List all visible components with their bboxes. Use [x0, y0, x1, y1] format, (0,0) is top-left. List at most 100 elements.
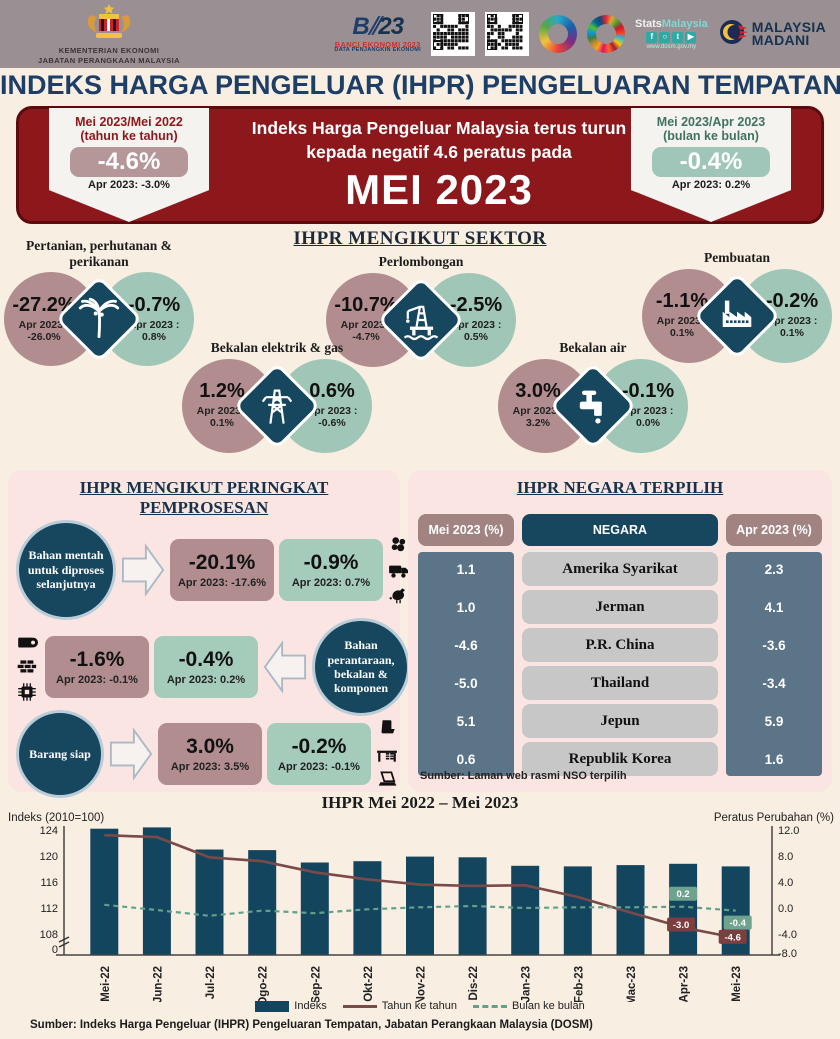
youtube-icon: ▶: [685, 31, 697, 43]
twitter-icon: t: [672, 31, 684, 43]
chip-icon: [18, 683, 36, 701]
stage-yoy-box: 3.0% Apr 2023: 3.5%: [158, 723, 262, 785]
annotation-value: 0.2: [676, 889, 689, 900]
arrow-right-icon: [109, 727, 153, 781]
mei-values-column: 1.1 1.0 -4.6 -5.0 5.1 0.6: [418, 552, 514, 776]
country-name: Thailand: [522, 666, 718, 700]
annotation-value: -0.4: [730, 918, 747, 929]
bar-Apr-23: [669, 863, 698, 955]
stats-malaysia-block: StatsMalaysia f ○ t ▶ www.dosm.gov.my: [634, 17, 708, 50]
dosm-logo-block: KEMENTERIAN EKONOMI JABATAN PERANGKAAN M…: [14, 3, 204, 65]
electricity-pylon-icon: [233, 361, 321, 450]
chart-source: Sumber: Indeks Harga Pengeluar (IHPR) Pe…: [30, 1019, 593, 1031]
x-label: Mei-23: [731, 966, 743, 1002]
banci-ekonomi-logo: B⫽23 BANCI EKONOMI 2023 DATA PENJANGKIN …: [334, 12, 421, 53]
fabric-roll-icon: [18, 637, 38, 648]
yoy-prev: Apr 2023: -3.0%: [88, 179, 170, 191]
x-label: Jan-23: [521, 966, 533, 1002]
country-name: P.R. China: [522, 628, 718, 662]
apr-value: -3.4: [762, 675, 786, 691]
processing-panel: IHPR MENGIKUT PERINGKAT PEMPROSESAN Bahan…: [8, 470, 410, 798]
right-tick: -8.0: [778, 948, 797, 960]
arrow-left-icon: [263, 640, 307, 694]
mei-value: -5.0: [454, 675, 478, 691]
sector-electricity-pylon: Bekalan elektrik & gas 1.2% Apr 2023 :0.1%…: [182, 340, 372, 455]
sector-palm-tree: Pertanian, perhutanan & perikanan -27.2% A…: [4, 238, 194, 368]
processing-heading: IHPR MENGIKUT PERINGKAT PEMPROSESAN: [79, 478, 329, 518]
legend-yoy: Tahun ke tahun: [381, 1000, 457, 1012]
countries-heading: IHPR NEGARA TERPILIH: [516, 478, 724, 497]
x-label: Feb-23: [573, 966, 585, 1002]
mom-line: [104, 903, 736, 917]
left-tick: 0: [52, 944, 58, 956]
mei-value: 1.0: [456, 599, 476, 615]
qr-code-icon-1: [430, 12, 475, 56]
legend-mom-swatch: [472, 1004, 507, 1008]
palm-tree-icon: [55, 275, 143, 363]
stage-circle: Barang siap: [16, 710, 104, 798]
sector-title: Pertanian, perhutanan & perikanan: [26, 238, 172, 269]
country-names-column: Amerika Syarikat Jerman P.R. China Thailand…: [522, 552, 718, 776]
anniversary-swirl-icon: [538, 15, 577, 53]
sector-title: Pembuatan: [703, 250, 770, 265]
bar-Nov-22: [406, 856, 434, 955]
desk-icon: [377, 750, 397, 762]
sector-section-heading: IHPR MENGIKUT SEKTOR: [293, 228, 547, 249]
annotation-value: -4.6: [725, 932, 741, 943]
bar-Feb-23: [563, 866, 592, 955]
dosm-url: www.dosm.gov.my: [646, 43, 697, 50]
chart-legend: Indeks Tahun ke tahun Bulan ke bulan: [0, 1000, 840, 1012]
truck-icon: [389, 565, 409, 578]
qr-code-icon-2: [484, 12, 529, 56]
sector-factory: Pembuatan -1.1% Apr 2023 :0.1% -0.2% Apr 202…: [642, 250, 832, 365]
stage-mom-box: -0.4% Apr 2023: 0.2%: [154, 636, 258, 698]
stage-mom-box: -0.9% Apr 2023: 0.7%: [279, 539, 383, 601]
countries-table: Mei 2023 (%) NEGARA Apr 2023 (%) 1.1 1.0 -…: [418, 514, 822, 776]
apr-value: 5.9: [764, 713, 784, 729]
sector-water-tap: Bekalan air 3.0% Apr 2023 :3.2% -0.1% Apr 20…: [498, 340, 688, 455]
mei-value: 1.1: [456, 561, 476, 577]
right-tick: 4.0: [778, 877, 793, 889]
col-header-mei: Mei 2023 (%): [418, 514, 514, 546]
x-label: Sep-22: [310, 966, 322, 1002]
countries-source: Sumber: Laman web rasmi NSO terpilih: [420, 770, 627, 782]
bar-Jan-23: [511, 865, 540, 956]
bricks-icon: [17, 660, 37, 673]
malaysia-madani-logo: MALAYSIA MADANI: [718, 17, 826, 52]
page-title: INDEKS HARGA PENGELUAR (IHPR) PENGELUARA…: [0, 70, 840, 100]
sector-title: Bekalan elektrik & gas: [210, 340, 344, 355]
country-name: Jerman: [522, 590, 718, 624]
stage-icons: [16, 631, 40, 703]
chicken-icon: [389, 588, 406, 604]
x-label: Okt-22: [363, 966, 375, 1002]
arrow-right-icon: [121, 543, 165, 597]
left-tick: 124: [40, 825, 58, 837]
right-tick: -4.0: [778, 929, 797, 941]
department-name: JABATAN PERANGKAAN MALAYSIA: [38, 55, 180, 65]
laptop-icon: [378, 771, 397, 786]
col-header-negara: NEGARA: [522, 514, 718, 546]
yoy-ribbon: Mei 2023/Mei 2022 (tahun ke tahun) -4.6%…: [49, 108, 209, 222]
right-tick: 8.0: [778, 851, 793, 863]
legend-yoy-swatch: [342, 1004, 377, 1008]
bar-Mei-22: [90, 828, 119, 955]
sdg-wheel-icon: [586, 15, 625, 53]
ministry-name: KEMENTERIAN EKONOMI: [58, 46, 160, 56]
ihpr-chart: 124 120 116 112 108 0 12.0 8.0 4.0 0.0 -4.0 -8.0 0.2…: [40, 825, 800, 1002]
x-label: Nov-22: [416, 966, 428, 1002]
yoy-line: [104, 833, 736, 940]
mei-value: 5.1: [456, 713, 476, 729]
annotation-box: [669, 886, 698, 901]
bar-Ogo-22: [248, 850, 277, 955]
yoy-basis: (tahun ke tahun): [80, 129, 178, 143]
countries-panel: IHPR NEGARA TERPILIH Mei 2023 (%) NEGARA…: [408, 470, 832, 792]
bar-Jun-22: [142, 827, 171, 955]
left-tick: 120: [40, 851, 58, 863]
apr-value: -3.6: [762, 637, 786, 653]
facebook-icon: f: [646, 31, 658, 43]
sector-mom-circle: -0.1% Apr 2023 :0.0%: [594, 358, 688, 453]
x-label: Apr-23: [679, 966, 691, 1002]
bar-Sep-22: [300, 862, 329, 955]
annotation-box: [718, 929, 747, 944]
processing-row-3: Barang siap 3.0% Apr 2023: 3.5% -0.2% Apr 20…: [8, 710, 400, 798]
